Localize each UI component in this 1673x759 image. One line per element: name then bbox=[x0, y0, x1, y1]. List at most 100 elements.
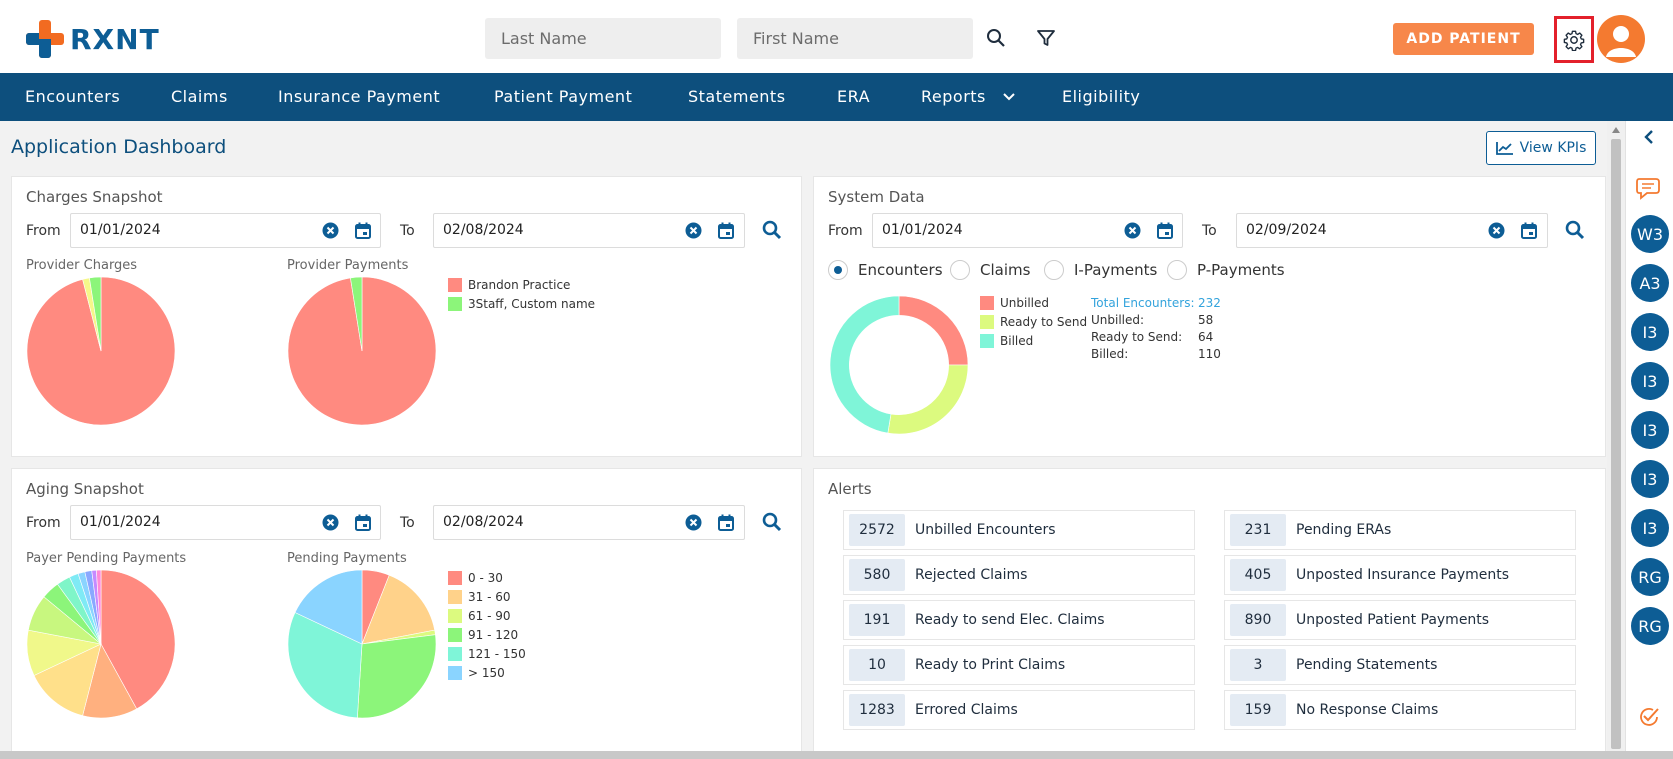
search-icon[interactable] bbox=[1565, 220, 1585, 240]
legend-item: Ready to Send bbox=[980, 312, 1087, 331]
nav-statements[interactable]: Statements bbox=[688, 87, 786, 106]
chat-icon[interactable] bbox=[1636, 177, 1662, 201]
legend-swatch bbox=[448, 627, 462, 642]
scroll-thumb[interactable] bbox=[1611, 139, 1621, 749]
sidebar-badge[interactable]: I3 bbox=[1631, 411, 1669, 449]
alert-item[interactable]: 191 Ready to send Elec. Claims bbox=[843, 600, 1195, 640]
legend-label: 3Staff, Custom name bbox=[468, 296, 596, 311]
from-date-value: 01/01/2024 bbox=[882, 222, 963, 238]
radio-encounters[interactable]: Encounters bbox=[828, 260, 943, 280]
alert-item[interactable]: 890 Unposted Patient Payments bbox=[1224, 600, 1576, 640]
alert-count: 159 bbox=[1230, 694, 1286, 726]
radio-dot[interactable] bbox=[950, 260, 970, 280]
alert-item[interactable]: 580 Rejected Claims bbox=[843, 555, 1195, 595]
nav-claims[interactable]: Claims bbox=[171, 87, 228, 106]
view-kpis-button[interactable]: View KPIs bbox=[1486, 131, 1596, 165]
legend-label: > 150 bbox=[468, 665, 505, 680]
alert-count: 405 bbox=[1230, 559, 1286, 591]
sidebar-badge[interactable]: RG bbox=[1631, 558, 1669, 596]
add-patient-button[interactable]: ADD PATIENT bbox=[1393, 23, 1534, 55]
calendar-icon[interactable] bbox=[1521, 222, 1537, 239]
clear-icon[interactable] bbox=[1124, 222, 1141, 239]
from-date-field[interactable]: 01/01/2024 bbox=[70, 505, 381, 540]
rxnt-logo[interactable]: RXNT bbox=[26, 20, 160, 58]
search-icon[interactable] bbox=[762, 512, 782, 532]
stat-value: 64 bbox=[1198, 329, 1214, 344]
legend-item: Unbilled bbox=[980, 293, 1087, 312]
radio-dot[interactable] bbox=[1044, 260, 1064, 280]
calendar-icon[interactable] bbox=[355, 222, 371, 239]
sidebar-badge[interactable]: I3 bbox=[1631, 362, 1669, 400]
stat-row: Ready to Send: 64 bbox=[1091, 328, 1221, 345]
search-icon[interactable] bbox=[983, 25, 1009, 51]
clear-icon[interactable] bbox=[685, 222, 702, 239]
from-date-field[interactable]: 01/01/2024 bbox=[70, 213, 381, 248]
calendar-icon[interactable] bbox=[718, 222, 734, 239]
to-date-value: 02/08/2024 bbox=[443, 514, 524, 530]
scroll-up-icon[interactable] bbox=[1612, 127, 1620, 133]
alert-label: Unposted Patient Payments bbox=[1296, 612, 1490, 628]
to-date-value: 02/09/2024 bbox=[1246, 222, 1327, 238]
alert-item[interactable]: 3 Pending Statements bbox=[1224, 645, 1576, 685]
nav-encounters[interactable]: Encounters bbox=[25, 87, 121, 106]
vertical-scrollbar[interactable] bbox=[1607, 121, 1625, 751]
to-date-field[interactable]: 02/08/2024 bbox=[433, 213, 745, 248]
alert-item[interactable]: 10 Ready to Print Claims bbox=[843, 645, 1195, 685]
calendar-icon[interactable] bbox=[355, 514, 371, 531]
provider-charges-pie bbox=[26, 276, 176, 426]
total-encounters-row[interactable]: Total Encounters: 232 bbox=[1091, 294, 1221, 311]
chevron-left-icon[interactable] bbox=[1643, 130, 1655, 144]
nav-eligibility[interactable]: Eligibility bbox=[1062, 87, 1141, 106]
calendar-icon[interactable] bbox=[718, 514, 734, 531]
task-check-icon[interactable] bbox=[1638, 706, 1660, 728]
first-name-input[interactable] bbox=[737, 18, 973, 59]
alert-label: Errored Claims bbox=[915, 702, 1018, 718]
nav-reports[interactable]: Reports bbox=[921, 87, 986, 106]
stat-row: Billed: 110 bbox=[1091, 345, 1221, 362]
radio-claims[interactable]: Claims bbox=[950, 260, 1030, 280]
search-icon[interactable] bbox=[762, 220, 782, 240]
chevron-down-icon[interactable] bbox=[1003, 93, 1015, 101]
card-title: Alerts bbox=[828, 480, 872, 498]
pie-slice bbox=[898, 295, 969, 366]
alert-item[interactable]: 405 Unposted Insurance Payments bbox=[1224, 555, 1576, 595]
to-date-field[interactable]: 02/09/2024 bbox=[1236, 213, 1548, 248]
sidebar-badge[interactable]: RG bbox=[1631, 607, 1669, 645]
pie-slice bbox=[33, 643, 102, 717]
alert-count: 191 bbox=[849, 604, 905, 636]
clear-icon[interactable] bbox=[685, 514, 702, 531]
clear-icon[interactable] bbox=[322, 222, 339, 239]
radio-dot[interactable] bbox=[1167, 260, 1187, 280]
sidebar-badge[interactable]: I3 bbox=[1631, 460, 1669, 498]
filter-icon[interactable] bbox=[1033, 25, 1059, 51]
alert-item[interactable]: 231 Pending ERAs bbox=[1224, 510, 1576, 550]
last-name-input[interactable] bbox=[485, 18, 721, 59]
from-date-field[interactable]: 01/01/2024 bbox=[872, 213, 1183, 248]
sidebar-badge[interactable]: A3 bbox=[1631, 264, 1669, 302]
sidebar-badge[interactable]: I3 bbox=[1631, 313, 1669, 351]
user-avatar[interactable] bbox=[1597, 15, 1645, 63]
nav-insurance-payment[interactable]: Insurance Payment bbox=[278, 87, 441, 106]
settings-button[interactable] bbox=[1554, 16, 1594, 63]
stat-value: 110 bbox=[1198, 346, 1221, 361]
to-date-field[interactable]: 02/08/2024 bbox=[433, 505, 745, 540]
pie-slice bbox=[100, 569, 176, 710]
radio-p-payments[interactable]: P-Payments bbox=[1167, 260, 1285, 280]
sidebar-badge[interactable]: I3 bbox=[1631, 509, 1669, 547]
alert-item[interactable]: 2572 Unbilled Encounters bbox=[843, 510, 1195, 550]
legend-label: 121 - 150 bbox=[468, 646, 526, 661]
clear-icon[interactable] bbox=[322, 514, 339, 531]
radio-i-payments[interactable]: I-Payments bbox=[1044, 260, 1157, 280]
sidebar-badge[interactable]: W3 bbox=[1631, 215, 1669, 253]
radio-dot[interactable] bbox=[828, 260, 848, 280]
calendar-icon[interactable] bbox=[1157, 222, 1173, 239]
alert-label: Unbilled Encounters bbox=[915, 522, 1056, 538]
card-title: Charges Snapshot bbox=[26, 188, 163, 206]
legend-swatch bbox=[448, 589, 462, 604]
alert-item[interactable]: 159 No Response Claims bbox=[1224, 690, 1576, 730]
clear-icon[interactable] bbox=[1488, 222, 1505, 239]
nav-era[interactable]: ERA bbox=[837, 87, 871, 106]
top-header: RXNT ADD PATIENT bbox=[0, 0, 1673, 73]
alert-item[interactable]: 1283 Errored Claims bbox=[843, 690, 1195, 730]
nav-patient-payment[interactable]: Patient Payment bbox=[494, 87, 633, 106]
